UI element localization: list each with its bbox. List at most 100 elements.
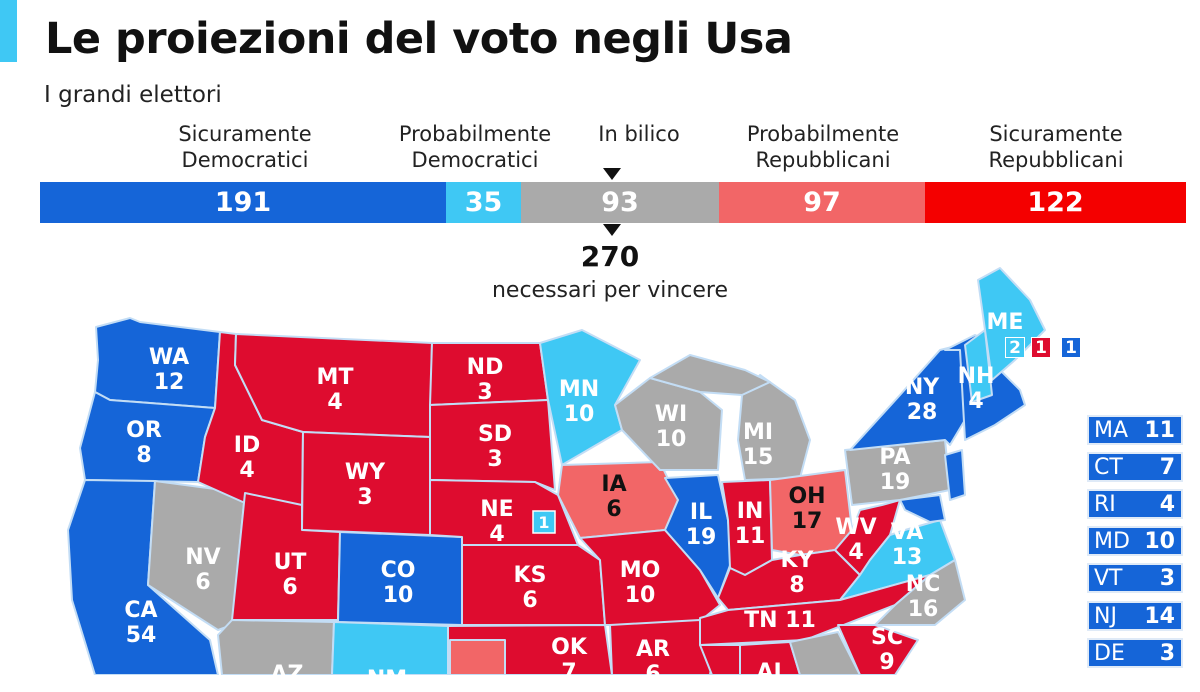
small-state-ev: 10 <box>1144 528 1175 554</box>
state-abbr: NV <box>185 545 221 570</box>
state-abbr: WV <box>835 515 877 540</box>
state-label-nc: NC 16 <box>892 572 954 622</box>
small-state-ev: 3 <box>1159 640 1175 666</box>
state-abbr: SD <box>477 422 513 447</box>
state-md <box>899 494 946 523</box>
state-ev: 10 <box>655 427 687 452</box>
state-tx <box>449 639 506 675</box>
small-state-ev: 3 <box>1159 565 1175 591</box>
small-state-de: DE 3 <box>1087 638 1183 668</box>
small-state-md: MD 10 <box>1087 526 1183 556</box>
state-ev: 6 <box>282 575 298 600</box>
state-ms <box>699 644 741 675</box>
state-label-ca: CA 54 <box>110 598 172 648</box>
small-state-abbr: VT <box>1094 565 1123 591</box>
state-sd <box>429 399 556 491</box>
state-label-ar: AR 6 <box>622 637 684 687</box>
state-ev: 8 <box>789 573 805 598</box>
state-abbr: SC <box>871 625 903 650</box>
state-nm <box>331 621 449 675</box>
state-ev: 4 <box>489 522 505 547</box>
category-label-lean-dem: Probabilmente Democratici <box>398 122 552 172</box>
state-nh <box>964 329 993 403</box>
state-nj <box>944 449 966 501</box>
state-label-mn: MN 10 <box>548 377 610 427</box>
state-ev: 8 <box>136 443 152 468</box>
state-abbr: NY <box>904 375 940 400</box>
state-mi-upper <box>649 354 771 396</box>
state-label-wv: WV 4 <box>825 515 887 565</box>
state-label-ia: IA 6 <box>583 472 645 522</box>
title-accent-bar <box>0 0 17 62</box>
state-label-mo: MO 10 <box>609 558 671 608</box>
state-label-ks: KS 6 <box>499 563 561 613</box>
ne-split-value: 1 <box>538 512 550 532</box>
small-state-nj: NJ 14 <box>1087 601 1183 631</box>
small-state-ev: 7 <box>1159 454 1175 480</box>
category-label-tossup: In bilico <box>598 122 680 146</box>
state-label-wy: WY 3 <box>334 460 396 510</box>
state-ev: 3 <box>487 447 503 472</box>
state-ga <box>789 631 861 675</box>
state-abbr: MI <box>742 420 774 445</box>
state-ev: 6 <box>606 497 622 522</box>
bar-segment-safe-rep: 122 <box>925 182 1186 223</box>
me-split-box-lean-dem: 2 <box>1005 337 1025 358</box>
small-state-ma: MA 11 <box>1087 415 1183 445</box>
state-abbr: OK <box>551 635 587 660</box>
small-state-abbr: CT <box>1094 454 1123 480</box>
state-ev: 9 <box>879 650 895 675</box>
state-abbr: CO <box>380 558 416 583</box>
state-ev: 4 <box>848 540 864 565</box>
state-label-me: ME <box>978 310 1032 335</box>
state-abbr: OR <box>126 418 162 443</box>
state-ev: 3 <box>477 380 493 405</box>
state-abbr: VA <box>890 520 924 545</box>
small-state-abbr: RI <box>1094 491 1116 517</box>
state-label-nv: NV 6 <box>172 545 234 595</box>
majority-text: necessari per vincere <box>491 278 728 303</box>
state-label-ok: OK 7 <box>538 635 600 685</box>
bar-segment-lean-dem: 35 <box>446 182 521 223</box>
majority-marker-bottom <box>603 224 621 236</box>
state-label-sd: SD 3 <box>464 422 526 472</box>
state-abbr: MO <box>619 558 661 583</box>
state-label-ne: NE 4 <box>466 497 528 547</box>
state-me <box>977 267 1046 381</box>
state-al <box>739 641 801 675</box>
state-ev: 10 <box>624 583 656 608</box>
state-abbr: KS <box>513 563 547 588</box>
state-abbr: NE <box>480 497 514 522</box>
category-label-safe-rep: Sicuramente Repubblicani <box>988 122 1124 172</box>
state-ev: 28 <box>906 400 938 425</box>
state-ev: 11 <box>785 608 816 633</box>
state-abbr: NH <box>957 364 995 389</box>
state-label-or: OR 8 <box>113 418 175 468</box>
state-label-ut: UT 6 <box>259 550 321 600</box>
state-label-id: ID 4 <box>216 433 278 483</box>
state-abbr: OH <box>788 484 826 509</box>
state-abbr: PA <box>879 445 911 470</box>
state-ev: 6 <box>522 588 538 613</box>
majority-number: 270 <box>580 240 640 273</box>
small-state-abbr: NJ <box>1094 603 1117 629</box>
state-abbr: ME <box>986 310 1024 335</box>
majority-marker-top <box>603 168 621 180</box>
us-electoral-map <box>67 267 1046 675</box>
small-state-ct: CT 7 <box>1087 452 1183 482</box>
state-label-wi: WI 10 <box>640 402 702 452</box>
state-abbr: IA <box>601 472 627 497</box>
state-abbr: MT <box>316 365 354 390</box>
state-abbr: TN <box>744 608 778 633</box>
state-abbr: MN <box>558 377 600 402</box>
small-state-abbr: DE <box>1094 640 1125 666</box>
state-label-nd: ND 3 <box>454 355 516 405</box>
state-abbr: ND <box>466 355 504 380</box>
small-state-ev: 4 <box>1159 491 1175 517</box>
electoral-votes-bar: 191 35 93 97 122 <box>40 182 1186 223</box>
state-label-sc: SC 9 <box>856 625 918 675</box>
state-label-co: CO 10 <box>367 558 429 608</box>
state-ev: 12 <box>153 370 185 395</box>
state-label-pa: PA 19 <box>864 445 926 495</box>
state-abbr: UT <box>273 550 307 575</box>
